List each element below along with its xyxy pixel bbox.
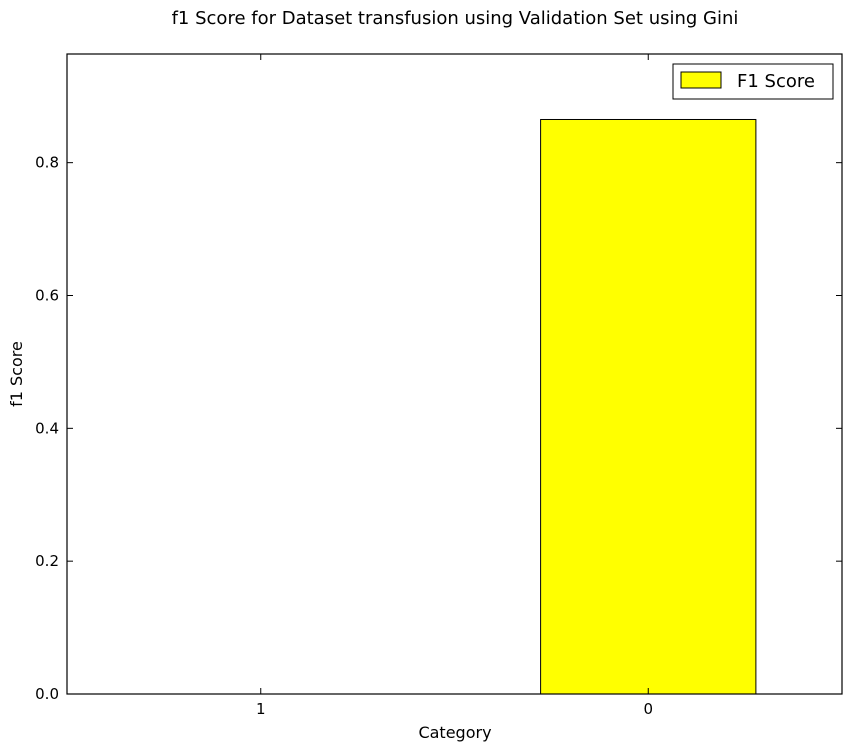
y-tick-label: 0.8 [35, 154, 59, 172]
legend: F1 Score [672, 63, 834, 100]
bars-layer [540, 118, 757, 695]
y-axis-ticks: 0.0 0.2 0.4 0.6 0.8 [35, 154, 842, 703]
legend-swatch [680, 71, 722, 89]
legend-label: F1 Score [737, 71, 815, 92]
y-tick-label: 0.4 [35, 419, 59, 437]
y-tick-label: 0.2 [35, 552, 59, 570]
chart-title: f1 Score for Dataset transfusion using V… [172, 8, 739, 29]
y-tick-label: 0.0 [35, 685, 59, 703]
bar-0 [540, 118, 757, 695]
x-tick-label: 1 [256, 700, 266, 718]
y-tick-label: 0.6 [35, 286, 59, 304]
plot-frame [66, 53, 843, 695]
x-tick-label: 0 [643, 700, 653, 718]
y-axis-label: f1 Score [7, 341, 26, 407]
x-axis-label: Category [418, 723, 491, 742]
